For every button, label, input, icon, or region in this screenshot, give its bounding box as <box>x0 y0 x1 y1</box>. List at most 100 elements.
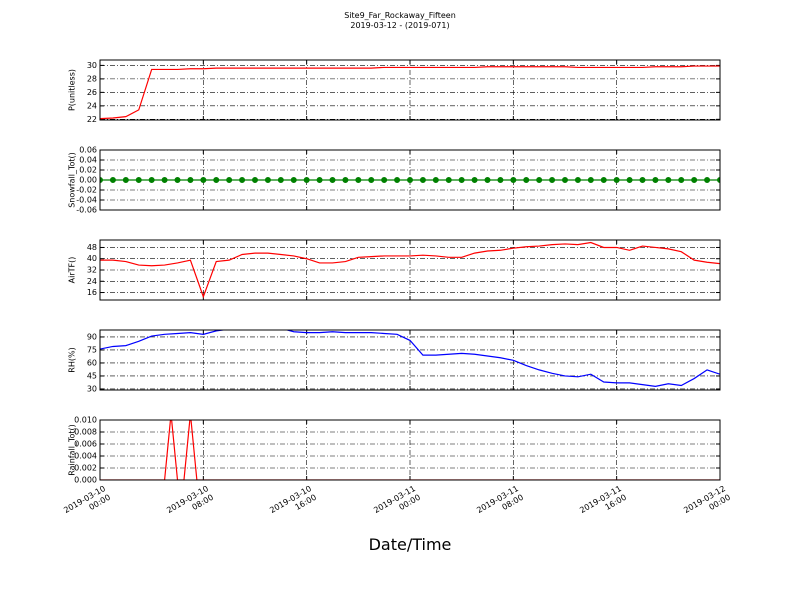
marker <box>432 177 439 183</box>
marker <box>277 177 284 183</box>
marker <box>303 177 310 183</box>
x-axis-label: Date/Time <box>368 535 452 554</box>
y-tick-label: 60 <box>87 358 97 367</box>
marker <box>458 177 465 183</box>
y-tick-label: 0.00 <box>79 176 97 185</box>
marker <box>213 177 220 183</box>
marker <box>329 177 336 183</box>
line <box>100 241 720 299</box>
y-tick-label: 0.006 <box>74 440 97 449</box>
marker <box>704 177 711 183</box>
y-tick-label: 24 <box>87 277 97 286</box>
marker <box>717 177 720 183</box>
marker <box>639 177 646 183</box>
y-tick-label: 0.004 <box>74 452 97 461</box>
y-tick-label: 24 <box>87 101 97 110</box>
marker <box>652 177 659 183</box>
y-tick-label: 26 <box>87 88 97 97</box>
marker <box>665 177 672 183</box>
y-tick-label: 0.06 <box>79 146 97 155</box>
marker <box>471 177 478 183</box>
axes-frame <box>99 239 721 301</box>
y-tick-label: 0.02 <box>79 166 97 175</box>
subplot: 0.000 0.002 0.004 0.006 0.008 0.010Rainfall_T… <box>68 416 721 485</box>
marker <box>587 177 594 183</box>
y-tick-label: 0.000 <box>74 476 97 485</box>
marker <box>109 177 116 183</box>
y-axis-label: AirTF() <box>68 257 77 284</box>
y-tick-label: 48 <box>87 243 97 252</box>
marker <box>600 177 607 183</box>
y-tick-label: 16 <box>87 288 97 297</box>
y-tick-label: 0.008 <box>74 428 97 437</box>
axes-frame <box>99 329 721 391</box>
marker <box>187 177 194 183</box>
marker <box>574 177 581 183</box>
marker <box>148 177 155 183</box>
subplot: 22 24 26 28 30 P(unitless) <box>68 59 721 124</box>
marker <box>613 177 620 183</box>
y-tick-label: 30 <box>87 384 97 393</box>
marker <box>445 177 452 183</box>
marker <box>536 177 543 183</box>
axes-frame <box>99 149 721 211</box>
marker <box>368 177 375 183</box>
subplot: -0.06-0.04-0.020.000.020.040.06Snowfall_… <box>68 146 721 215</box>
marker <box>678 177 685 183</box>
marker <box>135 177 142 183</box>
marker <box>497 177 504 183</box>
marker <box>252 177 258 183</box>
marker <box>381 177 388 183</box>
y-tick-label: 28 <box>87 74 97 83</box>
marker <box>355 177 362 183</box>
marker <box>316 177 323 183</box>
axes-frame <box>99 419 721 481</box>
line <box>100 65 720 120</box>
marker <box>484 177 491 183</box>
figure-title: Site9_Far_Rockaway_Fifteen <box>344 11 456 20</box>
y-axis-label: Snowfall_Tot() <box>68 152 77 208</box>
y-tick-label: 0.002 <box>74 464 97 473</box>
y-tick-label: 45 <box>87 371 97 380</box>
marker <box>226 177 233 183</box>
marker <box>342 177 349 183</box>
marker <box>626 177 633 183</box>
line <box>100 420 720 480</box>
marker <box>161 177 168 183</box>
marker <box>174 177 181 183</box>
subplot: 16 24 32 40 48 AirTF() <box>68 239 721 301</box>
marker <box>407 177 413 183</box>
figure-subtitle: 2019-03-12 - (2019-071) <box>350 21 450 30</box>
marker <box>549 177 556 183</box>
marker <box>290 177 297 183</box>
y-tick-label: 22 <box>87 115 97 124</box>
marker <box>419 177 426 183</box>
y-tick-label: 30 <box>87 61 97 70</box>
y-tick-label: 0.04 <box>79 156 97 165</box>
marker <box>239 177 246 183</box>
marker <box>510 177 517 183</box>
y-axis-label: Rainfall_Tot() <box>68 424 77 476</box>
y-tick-label: 90 <box>87 332 97 341</box>
y-axis-label: RH(%) <box>68 347 77 372</box>
y-tick-label: 75 <box>87 345 97 354</box>
marker <box>100 177 103 183</box>
y-tick-label: 40 <box>87 254 97 263</box>
y-axis-label: P(unitless) <box>68 69 77 111</box>
marker <box>691 177 698 183</box>
axes-frame <box>99 59 721 121</box>
marker <box>394 177 401 183</box>
y-tick-label: -0.04 <box>76 196 97 205</box>
y-tick-label: 32 <box>87 266 97 275</box>
marker <box>523 177 530 183</box>
marker <box>562 177 568 183</box>
line <box>100 330 720 387</box>
y-tick-label: -0.02 <box>76 186 97 195</box>
marker <box>200 177 207 183</box>
subplot: 30 45 60 75 90 RH(%) <box>68 329 721 393</box>
marker <box>264 177 271 183</box>
y-tick-label: 0.010 <box>74 416 97 425</box>
marker <box>122 177 129 183</box>
